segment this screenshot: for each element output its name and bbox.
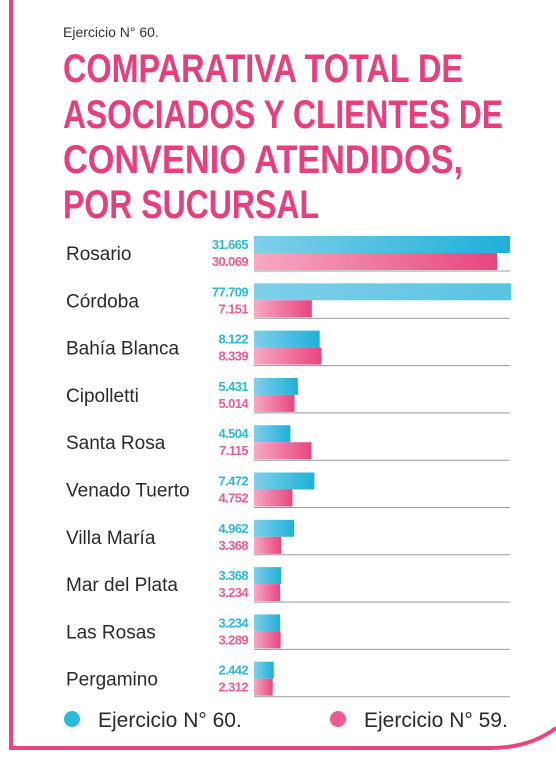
value-label: 3.368 <box>218 568 248 583</box>
value-label: 4.504 <box>218 426 249 441</box>
category-label: Venado Tuerto <box>66 481 190 502</box>
value-label: 3.368 <box>218 538 248 553</box>
value-label: 8.339 <box>218 349 248 364</box>
category-label: Cipolletti <box>66 386 139 407</box>
value-label: 5.431 <box>218 379 248 394</box>
value-label: 30.069 <box>212 254 249 269</box>
bar <box>254 489 293 507</box>
value-label: 7.115 <box>219 443 248 458</box>
legend-marker <box>330 711 346 727</box>
value-label: 8.122 <box>218 332 248 347</box>
bar <box>254 584 281 602</box>
value-label: 2.312 <box>218 680 248 695</box>
bar <box>254 425 291 443</box>
bar <box>254 377 298 395</box>
category-label: Córdoba <box>66 291 139 312</box>
bar <box>254 631 281 649</box>
chart-title: CONVENIO ATENDIDOS, <box>63 138 463 182</box>
chart-title: POR SUCURSAL <box>63 183 319 227</box>
category-label: Las Rosas <box>66 622 156 643</box>
value-label: 3.289 <box>218 632 248 647</box>
category-label: Santa Rosa <box>66 433 166 454</box>
value-label: 5.014 <box>218 396 249 411</box>
chart-title: ASOCIADOS Y CLIENTES DE <box>63 93 503 137</box>
bar <box>254 442 312 460</box>
category-label: Villa María <box>66 528 156 549</box>
category-label: Rosario <box>66 244 131 265</box>
bar <box>254 347 322 365</box>
bar <box>254 283 511 301</box>
value-label: 4.752 <box>218 491 248 506</box>
category-label: Bahía Blanca <box>66 339 179 360</box>
value-label: 4.962 <box>218 521 248 536</box>
bar <box>254 330 320 348</box>
bar <box>254 567 282 585</box>
plot <box>254 236 511 696</box>
value-label: 7.472 <box>218 474 248 489</box>
header: Ejercicio N° 60. <box>63 24 159 40</box>
value-label: 7.151 <box>218 301 248 316</box>
bar <box>254 678 273 696</box>
category-label: Pergamino <box>66 670 158 691</box>
bar <box>254 236 510 253</box>
legend-marker <box>64 711 80 727</box>
chart-title: COMPARATIVA TOTAL DE <box>63 47 463 91</box>
value-label: 3.234 <box>218 585 249 600</box>
value-label: 77.709 <box>212 284 249 299</box>
frame <box>9 0 556 750</box>
category-label: Mar del Plata <box>66 575 178 596</box>
legend-label: Ejercicio N° 60. <box>98 709 242 732</box>
bar <box>254 394 295 412</box>
value-label: 31.665 <box>212 237 249 252</box>
value-label: 2.442 <box>218 663 248 678</box>
bar <box>254 300 312 318</box>
bar <box>254 253 498 270</box>
bar <box>254 661 274 679</box>
bar <box>254 519 295 537</box>
legend-label: Ejercicio N° 59. <box>364 709 508 732</box>
bar <box>254 614 281 632</box>
bar <box>254 472 315 490</box>
bar <box>254 536 282 554</box>
value-label: 3.234 <box>218 615 249 630</box>
